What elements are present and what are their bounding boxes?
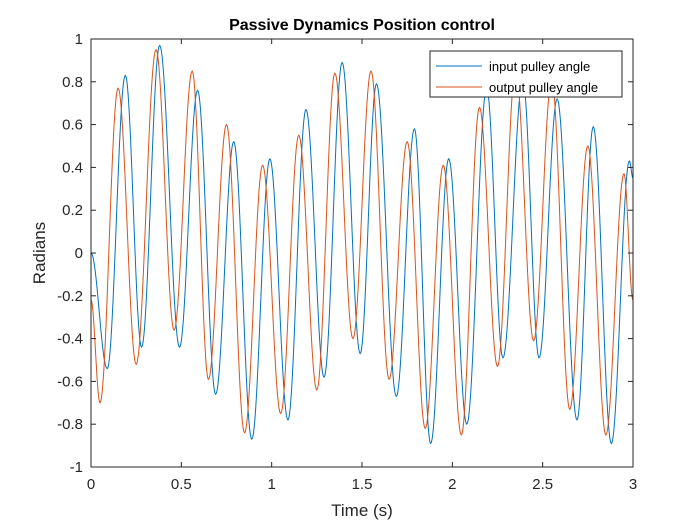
y-tick-label: 0.6	[62, 117, 83, 134]
plot-area	[91, 39, 633, 467]
x-tick-label: 2.5	[532, 476, 553, 493]
chart-title: Passive Dynamics Position control	[229, 17, 495, 34]
y-axis-title: Radians	[30, 222, 49, 284]
y-tick-label: -0.2	[57, 288, 83, 305]
y-tick-label: 0.8	[62, 74, 83, 91]
y-tick-label: -0.8	[57, 416, 83, 433]
y-tick-label: 1	[75, 31, 83, 48]
y-tick-label: 0.2	[62, 202, 83, 219]
legend-box	[429, 50, 623, 98]
y-tick-label: -0.4	[57, 331, 83, 348]
y-tick-label: -1	[70, 459, 83, 476]
legend-label-input: input pulley angle	[489, 59, 590, 74]
y-tick-label: -0.6	[57, 373, 83, 390]
x-axis-title: Time (s)	[331, 501, 393, 520]
y-tick-label: 0	[75, 245, 83, 262]
x-tick-label: 0	[87, 476, 95, 493]
y-tick-label: 0.4	[62, 159, 83, 176]
legend-label-output: output pulley angle	[489, 80, 598, 95]
x-tick-label: 1.5	[352, 476, 373, 493]
series-line-input	[91, 44, 633, 445]
x-tick-label: 1	[267, 476, 275, 493]
x-tick-label: 0.5	[171, 476, 192, 493]
tick-layer: 0 0.5 1 1.5 2 2.5 3 -1 -0.8 -0.6 -0.4 -0.2 0 0.2 0.4 0.…	[57, 31, 637, 493]
x-tick-label: 2	[448, 476, 456, 493]
x-tick-label: 3	[629, 476, 637, 493]
legend: input pulley angle output pulley angle	[429, 50, 623, 98]
